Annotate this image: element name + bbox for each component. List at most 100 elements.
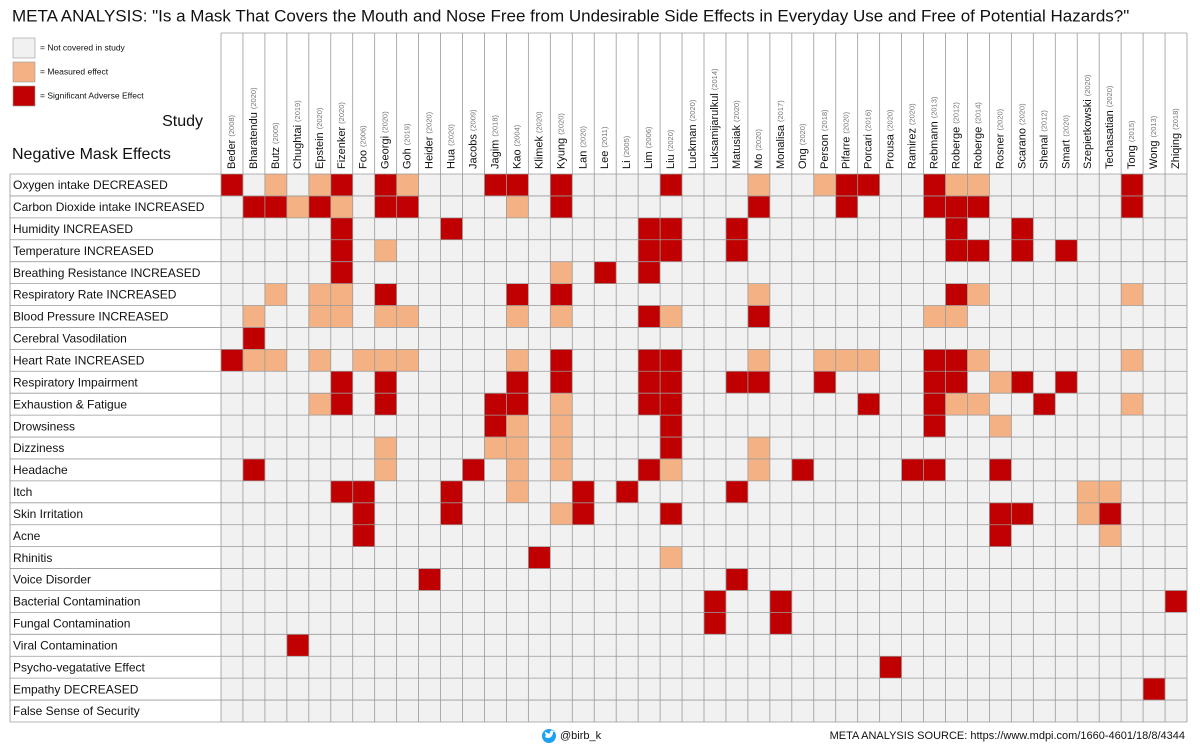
cell <box>418 195 441 218</box>
cell <box>879 437 902 459</box>
study-year: (2020) <box>995 108 1004 130</box>
cell <box>221 678 243 701</box>
study-year: (2020) <box>249 87 258 109</box>
cell <box>264 612 287 635</box>
cell <box>989 393 1012 416</box>
cell <box>462 458 485 481</box>
cell <box>791 415 814 438</box>
study-year: (2014) <box>710 68 719 90</box>
study-year: (2020) <box>886 109 895 131</box>
cell <box>704 568 726 591</box>
cell <box>484 524 507 547</box>
cell <box>813 502 836 525</box>
cell <box>484 480 507 503</box>
cell <box>484 415 507 438</box>
cell <box>1099 634 1122 657</box>
cell <box>1143 502 1166 525</box>
cell <box>330 239 353 262</box>
cell <box>374 305 397 328</box>
cell <box>352 524 375 547</box>
cell <box>813 283 836 306</box>
cell <box>396 217 419 240</box>
cell <box>1165 217 1187 240</box>
cell <box>1033 415 1056 438</box>
cell <box>769 502 792 525</box>
cell <box>879 239 902 262</box>
cell <box>704 349 726 372</box>
cell <box>901 371 924 394</box>
row-label: Respiratory Rate INCREASED <box>13 288 177 302</box>
cell <box>528 349 551 372</box>
cell <box>242 524 265 547</box>
cell <box>1099 349 1122 372</box>
cell <box>1165 524 1187 547</box>
cell <box>418 700 441 722</box>
cell <box>967 174 990 196</box>
cell <box>572 546 595 569</box>
cell <box>352 283 375 306</box>
cell <box>550 458 573 481</box>
cell <box>528 458 551 481</box>
cell <box>418 524 441 547</box>
cell <box>1077 371 1100 394</box>
cell <box>330 393 353 416</box>
cell <box>396 502 419 525</box>
cell <box>594 612 617 635</box>
cell <box>594 480 617 503</box>
cell <box>813 612 836 635</box>
cell <box>506 393 529 416</box>
cell <box>506 283 529 306</box>
study-name: Luksamijarulkul <box>709 93 721 169</box>
cell <box>967 393 990 416</box>
cell <box>747 174 770 196</box>
cell <box>550 371 573 394</box>
column-label: Shenal (2012) <box>1038 110 1050 169</box>
cell <box>747 656 770 679</box>
cell <box>484 195 507 218</box>
cell <box>1165 239 1187 262</box>
cell <box>616 502 639 525</box>
cell <box>1077 700 1100 722</box>
cell <box>989 261 1012 284</box>
cell <box>945 283 968 306</box>
row-label: Carbon Dioxide intake INCREASED <box>13 200 205 214</box>
cell <box>308 634 331 657</box>
cell <box>286 546 309 569</box>
cell <box>594 502 617 525</box>
study-year: (2020) <box>842 111 851 133</box>
cell <box>440 437 463 459</box>
study-year: (2020) <box>798 123 807 145</box>
cell <box>330 305 353 328</box>
cell <box>264 174 287 196</box>
cell <box>901 349 924 372</box>
cell <box>945 437 968 459</box>
cell <box>1011 261 1034 284</box>
cell <box>528 217 551 240</box>
cell <box>704 678 726 701</box>
cell <box>221 195 243 218</box>
cell <box>374 393 397 416</box>
cell <box>813 656 836 679</box>
study-name: Jagim <box>489 140 501 169</box>
cell <box>791 634 814 657</box>
cell <box>1033 590 1056 613</box>
cell <box>440 590 463 613</box>
cell <box>967 458 990 481</box>
cell <box>769 458 792 481</box>
cell <box>572 612 595 635</box>
cell <box>725 634 748 657</box>
cell <box>462 217 485 240</box>
cell <box>506 700 529 722</box>
cell <box>1055 283 1078 306</box>
cell <box>330 458 353 481</box>
cell <box>352 393 375 416</box>
cell <box>769 349 792 372</box>
cell <box>1099 437 1122 459</box>
cell <box>704 458 726 481</box>
cell <box>616 678 639 701</box>
study-year: (2017) <box>776 100 785 122</box>
cell <box>1143 612 1166 635</box>
study-year: (2013) <box>1149 115 1158 137</box>
cell <box>550 678 573 701</box>
cell <box>1143 656 1166 679</box>
